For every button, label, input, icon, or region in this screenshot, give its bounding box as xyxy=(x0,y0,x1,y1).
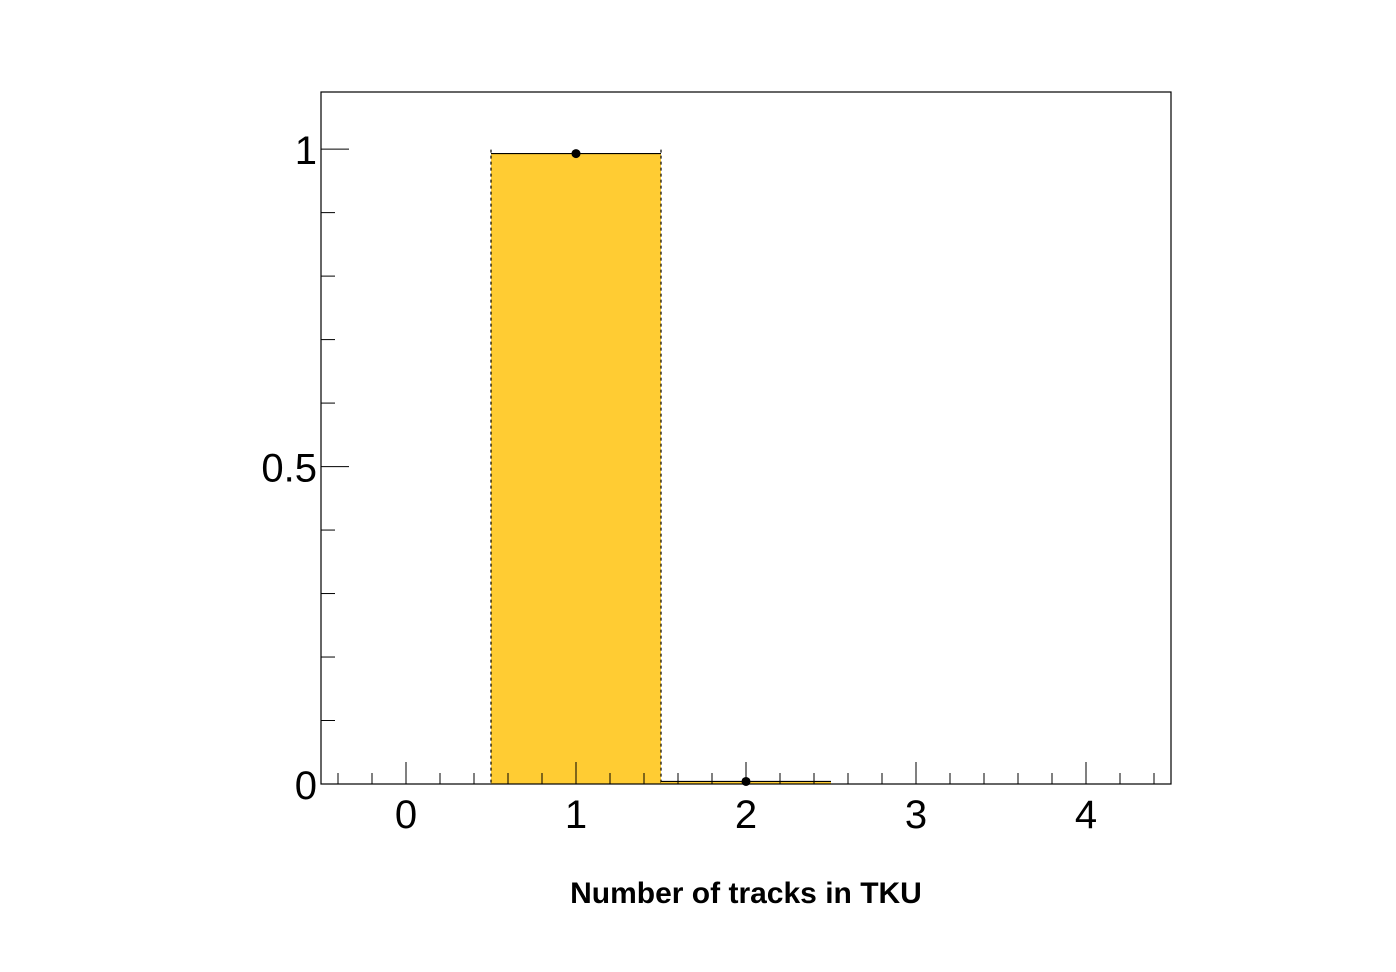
x-axis-ticks: 0 1 2 3 4 xyxy=(337,762,1155,837)
x-axis-title: Number of tracks in TKU xyxy=(570,877,922,910)
x-tick-label: 3 xyxy=(905,793,927,837)
data-point xyxy=(571,149,581,159)
y-tick-label: 0 xyxy=(295,764,317,808)
x-tick-label: 1 xyxy=(565,793,587,837)
x-tick-label: 4 xyxy=(1075,793,1097,837)
x-tick-label: 0 xyxy=(395,793,417,837)
x-tick-label: 2 xyxy=(735,793,757,837)
y-axis-ticks: 00.51 xyxy=(261,129,349,808)
y-tick-label: 1 xyxy=(295,129,317,173)
histogram-bar xyxy=(491,153,661,784)
bars-layer xyxy=(490,149,831,784)
y-tick-label: 0.5 xyxy=(261,447,317,491)
